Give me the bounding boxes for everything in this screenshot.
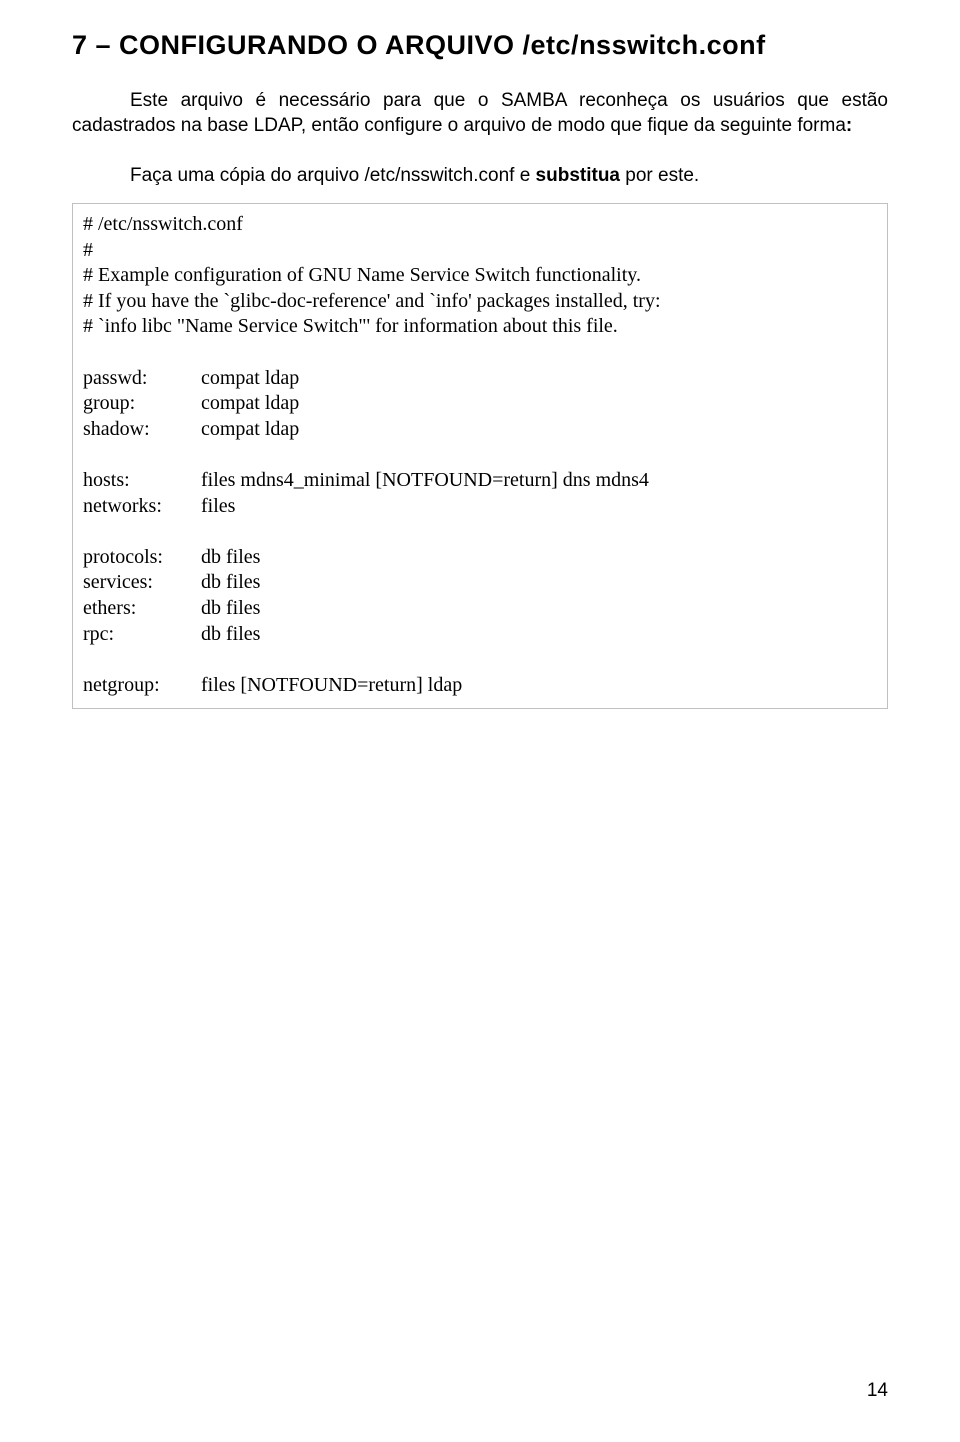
- config-line: # Example configuration of GNU Name Serv…: [83, 263, 877, 289]
- config-block-4: netgroup:files [NOTFOUND=return] ldap: [83, 673, 877, 699]
- config-row: passwd:compat ldap: [83, 366, 877, 392]
- config-val: files mdns4_minimal [NOTFOUND=return] dn…: [201, 468, 649, 494]
- config-val: compat ldap: [201, 391, 299, 417]
- config-row: networks:files: [83, 494, 877, 520]
- config-row: netgroup:files [NOTFOUND=return] ldap: [83, 673, 877, 699]
- config-key: services:: [83, 570, 201, 596]
- page-number: 14: [867, 1380, 888, 1402]
- config-val: files [NOTFOUND=return] ldap: [201, 673, 462, 699]
- config-block-1: passwd:compat ldap group:compat ldap sha…: [83, 366, 877, 443]
- copy-instruction: Faça uma cópia do arquivo /etc/nsswitch.…: [72, 164, 888, 189]
- config-key: group:: [83, 391, 201, 417]
- config-val: compat ldap: [201, 366, 299, 392]
- config-line: # /etc/nsswitch.conf: [83, 212, 877, 238]
- config-val: db files: [201, 545, 260, 571]
- config-key: shadow:: [83, 417, 201, 443]
- config-row: ethers:db files: [83, 596, 877, 622]
- blank-line: [83, 519, 877, 545]
- config-block-3: protocols:db files services:db files eth…: [83, 545, 877, 647]
- config-row: group:compat ldap: [83, 391, 877, 417]
- config-comments: # /etc/nsswitch.conf # # Example configu…: [83, 212, 877, 340]
- config-key: passwd:: [83, 366, 201, 392]
- config-line: # `info libc "Name Service Switch"' for …: [83, 314, 877, 340]
- config-line: #: [83, 238, 877, 264]
- config-row: shadow:compat ldap: [83, 417, 877, 443]
- config-key: protocols:: [83, 545, 201, 571]
- intro-paragraph: Este arquivo é necessário para que o SAM…: [72, 89, 888, 138]
- config-key: networks:: [83, 494, 201, 520]
- config-file-box: # /etc/nsswitch.conf # # Example configu…: [72, 203, 888, 709]
- config-row: hosts:files mdns4_minimal [NOTFOUND=retu…: [83, 468, 877, 494]
- config-key: rpc:: [83, 622, 201, 648]
- config-row: protocols:db files: [83, 545, 877, 571]
- config-line: # If you have the `glibc-doc-reference' …: [83, 289, 877, 315]
- config-row: rpc:db files: [83, 622, 877, 648]
- blank-line: [83, 442, 877, 468]
- config-key: ethers:: [83, 596, 201, 622]
- config-val: db files: [201, 596, 260, 622]
- config-val: files: [201, 494, 235, 520]
- blank-line: [83, 340, 877, 366]
- config-key: netgroup:: [83, 673, 201, 699]
- config-row: services:db files: [83, 570, 877, 596]
- config-val: db files: [201, 570, 260, 596]
- section-heading: 7 – CONFIGURANDO O ARQUIVO /etc/nsswitch…: [72, 30, 888, 61]
- config-block-2: hosts:files mdns4_minimal [NOTFOUND=retu…: [83, 468, 877, 519]
- config-key: hosts:: [83, 468, 201, 494]
- config-val: db files: [201, 622, 260, 648]
- config-val: compat ldap: [201, 417, 299, 443]
- blank-line: [83, 647, 877, 673]
